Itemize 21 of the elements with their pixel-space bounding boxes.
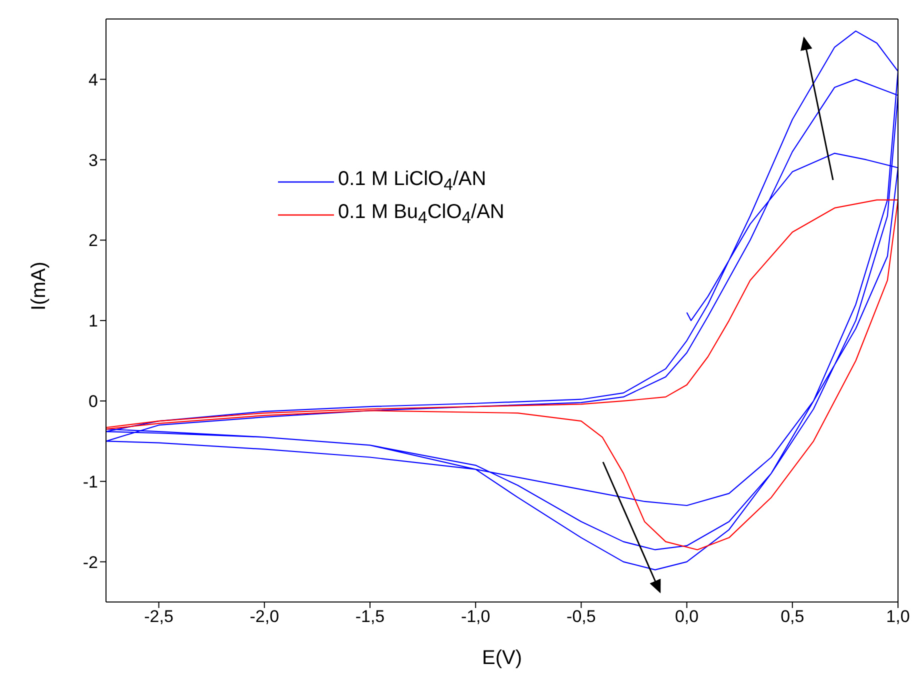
y-tick-label: -1 [82, 472, 98, 492]
y-tick-label: 1 [88, 312, 98, 331]
y-tick-label: 2 [88, 231, 98, 250]
x-axis-title: E(V) [482, 647, 522, 669]
x-tick-label: 1,0 [886, 607, 910, 626]
y-tick-label: -2 [82, 552, 98, 572]
x-tick-label: -1,5 [355, 607, 385, 626]
y-tick-label: 3 [88, 150, 98, 170]
x-tick-label: -2,5 [144, 607, 174, 626]
y-tick-label: 4 [88, 70, 98, 90]
x-tick-label: 0,0 [674, 607, 699, 626]
x-tick-label: 0,5 [780, 607, 804, 626]
legend-label: 0.1 M Bu$_{4}$ClO$_{4}$/AN [338, 201, 504, 228]
line-series [106, 199, 898, 550]
legend-label: 0.1 M LiClO$_{4}$/AN [338, 168, 486, 195]
x-tick-label: -2,0 [250, 607, 280, 626]
x-tick-label: -1,0 [460, 607, 490, 626]
line-series [106, 30, 898, 570]
y-tick-label: 0 [88, 392, 98, 411]
x-tick-label: -0,5 [566, 607, 596, 626]
y-axis-title: I(mA) [28, 262, 50, 310]
